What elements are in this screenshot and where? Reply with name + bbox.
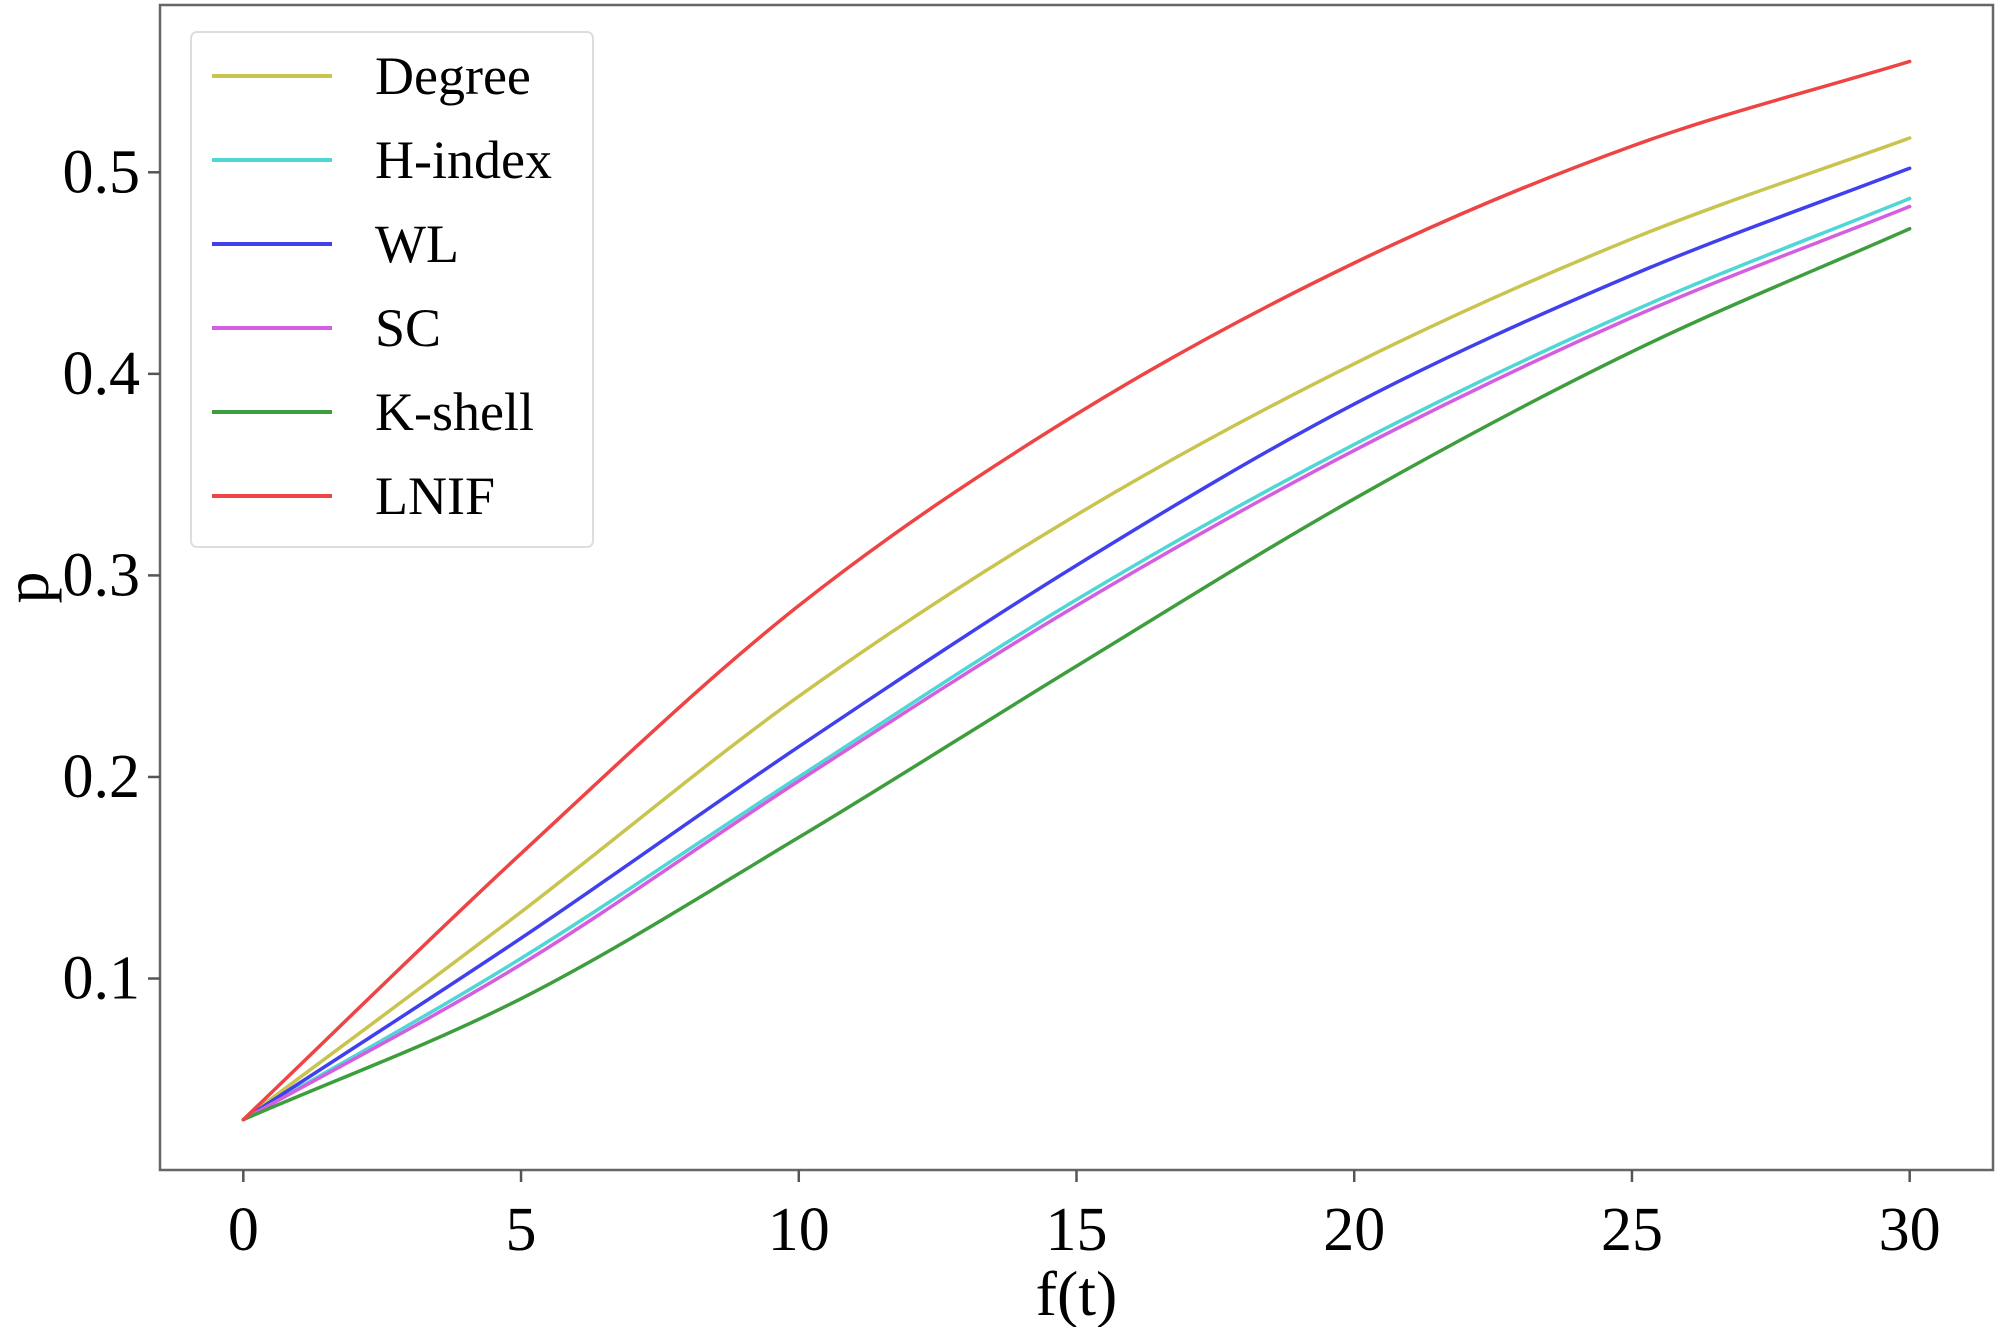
x-tick-label: 25 (1601, 1196, 1663, 1264)
series-line-wl (241, 166, 1912, 1122)
legend-label: H-index (375, 130, 552, 190)
y-tick-label: 0.3 (63, 541, 141, 609)
x-axis-ticks: 0 5 10 15 20 25 30 (228, 1170, 1941, 1264)
x-tick-label: 10 (768, 1196, 830, 1264)
legend-items: Degree H-index WL SC K-shell LNIF (212, 46, 552, 526)
y-axis-label: p (0, 572, 62, 604)
series-line-h-index (241, 196, 1912, 1122)
series-line-lnif (241, 59, 1912, 1122)
series-line-degree (241, 136, 1912, 1122)
legend-label: K-shell (375, 382, 534, 442)
legend-label: WL (375, 214, 459, 274)
y-tick-label: 0.5 (63, 138, 141, 206)
y-tick-label: 0.4 (63, 340, 141, 408)
series-layer (241, 59, 1912, 1122)
x-tick-label: 30 (1879, 1196, 1941, 1264)
x-tick-label: 5 (506, 1196, 537, 1264)
legend-label: Degree (375, 46, 531, 106)
legend: Degree H-index WL SC K-shell LNIF (190, 31, 594, 548)
legend-label: LNIF (375, 466, 495, 526)
y-tick-label: 0.2 (63, 743, 141, 811)
x-axis-label: f(t) (1036, 1258, 1118, 1327)
y-tick-label: 0.1 (63, 945, 141, 1013)
series-line-sc (241, 204, 1912, 1122)
y-axis-ticks: 0.1 0.2 0.3 0.4 0.5 (63, 138, 160, 1013)
legend-label: SC (375, 298, 441, 358)
x-tick-label: 20 (1323, 1196, 1385, 1264)
series-line-k-shell (241, 226, 1912, 1122)
x-tick-label: 15 (1046, 1196, 1108, 1264)
x-tick-label: 0 (228, 1196, 259, 1264)
